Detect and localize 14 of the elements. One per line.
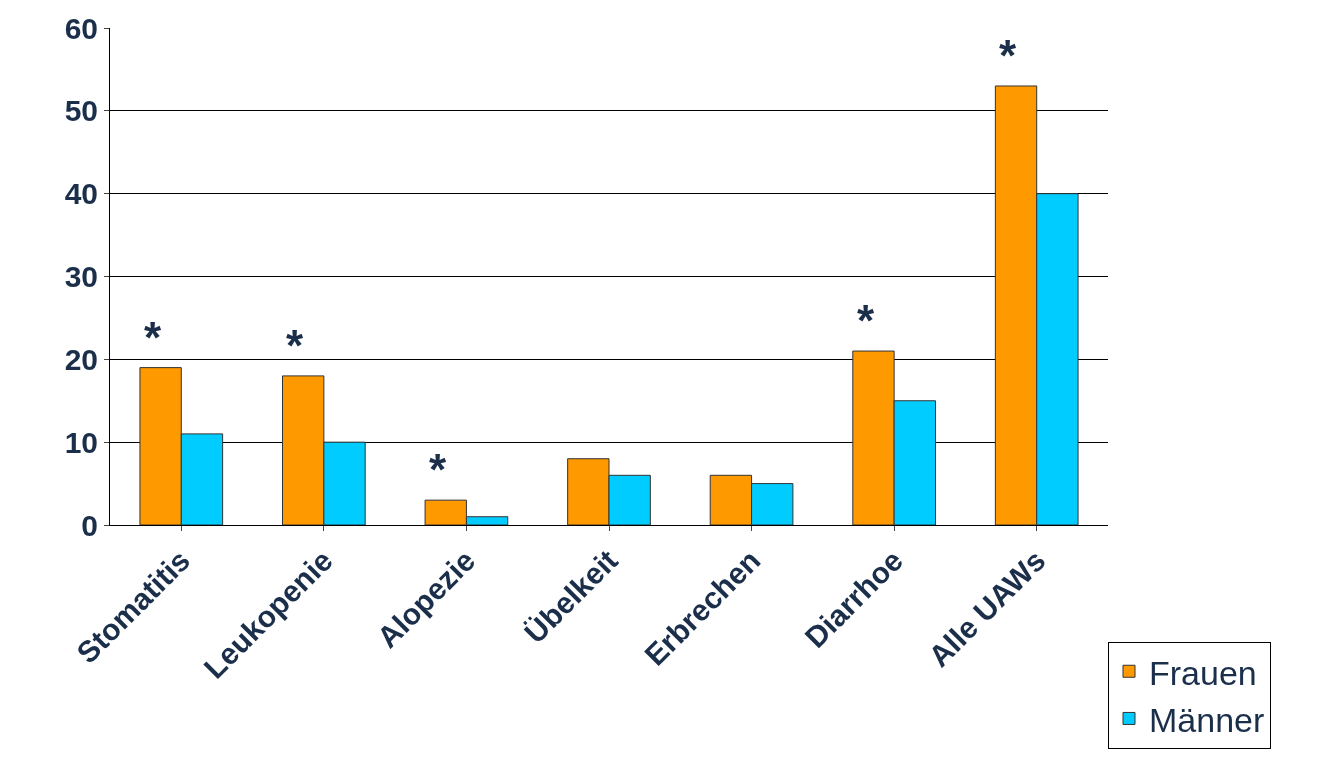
annotation: *	[429, 445, 447, 494]
annotation: *	[144, 313, 162, 362]
annotation: *	[999, 31, 1017, 80]
y-tick-label: 50	[64, 94, 98, 128]
y-tick-label: 30	[64, 260, 98, 293]
y-tick-label: 10	[64, 425, 98, 459]
y-tick-label: 0	[81, 508, 98, 542]
legend-label: Männer	[1149, 700, 1265, 739]
y-tick-label: 40	[64, 177, 98, 211]
y-tick-label: 20	[64, 342, 98, 376]
annotation: *	[857, 296, 875, 345]
annotation: *	[286, 321, 304, 370]
y-tick-label: 60	[64, 11, 98, 45]
legend-label: Frauen	[1149, 653, 1257, 692]
